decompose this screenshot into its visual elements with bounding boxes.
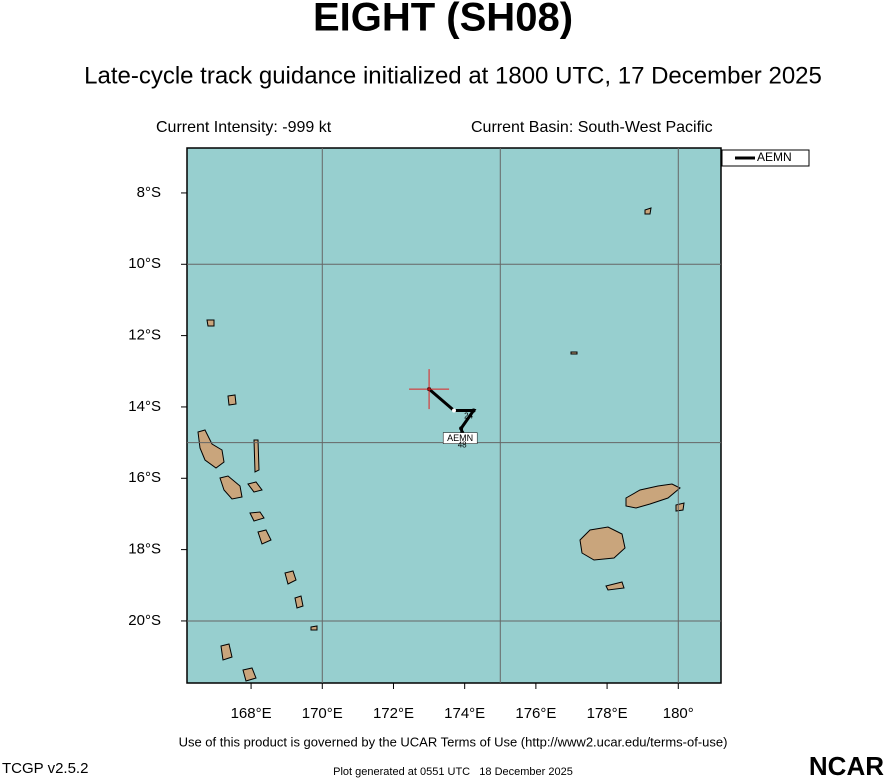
x-tick-label: 170°E [302, 705, 343, 722]
legend-label: AEMN [757, 150, 792, 164]
track-point [471, 408, 476, 413]
logo: NCAR [809, 751, 884, 780]
intensity: Current Intensity: -999 kt [156, 119, 332, 136]
forecast-label: 48 [458, 441, 467, 450]
x-tick-label: 178°E [587, 705, 628, 722]
track-label-box [442, 432, 478, 444]
footer: Use of this product is governed by the U… [179, 734, 728, 749]
legend [721, 149, 810, 167]
track-point [459, 426, 464, 431]
ocean [187, 148, 721, 683]
y-tick-label: 14°S [128, 398, 161, 415]
y-tick-label: 10°S [128, 255, 161, 272]
generated: Plot generated at 0551 UTC 18 December 2… [333, 766, 573, 778]
title: EIGHT (SH08) [313, 0, 573, 40]
track-label: AEMN [447, 433, 473, 443]
map-frame [186, 147, 722, 684]
y-tick-label: 12°S [128, 327, 161, 344]
version: TCGP v2.5.2 [2, 760, 88, 777]
y-tick-label: 16°S [128, 469, 161, 486]
x-tick-label: 180° [663, 705, 694, 722]
y-tick-label: 8°S [137, 184, 161, 201]
basin: Current Basin: South-West Pacific [471, 119, 713, 136]
land [197, 207, 685, 682]
track-point [452, 408, 456, 413]
x-tick-label: 174°E [444, 705, 485, 722]
subtitle: Late-cycle track guidance initialized at… [84, 62, 822, 89]
x-tick-label: 168°E [231, 705, 272, 722]
x-tick-label: 172°E [373, 705, 414, 722]
y-tick-label: 18°S [128, 541, 161, 558]
y-tick-label: 20°S [128, 612, 161, 629]
x-tick-label: 176°E [515, 705, 556, 722]
forecast-label: 24 [464, 412, 473, 421]
